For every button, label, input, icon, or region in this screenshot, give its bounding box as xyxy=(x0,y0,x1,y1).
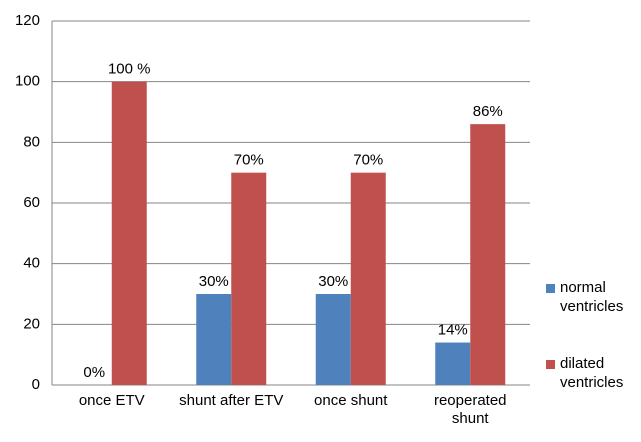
y-tick-label: 20 xyxy=(23,315,40,332)
data-label: 70% xyxy=(234,152,264,169)
y-tick-label: 80 xyxy=(23,133,40,150)
bar xyxy=(111,81,147,386)
data-label: 86% xyxy=(473,103,503,120)
data-label: 14% xyxy=(438,322,468,339)
bar xyxy=(350,172,386,385)
data-label: 70% xyxy=(353,152,383,169)
data-label: 30% xyxy=(318,273,348,290)
y-tick-label: 40 xyxy=(23,255,40,272)
data-label: 100 % xyxy=(108,61,151,78)
x-tick-label: reoperated shunt xyxy=(433,392,507,427)
legend-swatch xyxy=(546,284,555,293)
x-tick-label: shunt after ETV xyxy=(179,392,284,409)
bar xyxy=(470,124,506,385)
legend-label: normal ventricles xyxy=(560,279,624,315)
legend-swatch xyxy=(546,360,555,369)
legend-label: dilated ventricles xyxy=(560,355,624,391)
x-tick-label: once shunt xyxy=(314,392,388,409)
bar xyxy=(435,342,471,385)
bar xyxy=(196,294,232,385)
y-tick-label: 100 xyxy=(15,73,40,90)
x-tick-label: once ETV xyxy=(78,392,145,409)
y-tick-label: 120 xyxy=(15,12,40,29)
bar xyxy=(231,172,267,385)
bar xyxy=(315,294,351,385)
data-label: 0% xyxy=(83,364,105,381)
y-tick-label: 0 xyxy=(32,376,40,393)
data-label: 30% xyxy=(199,273,229,290)
y-tick-label: 60 xyxy=(23,194,40,211)
